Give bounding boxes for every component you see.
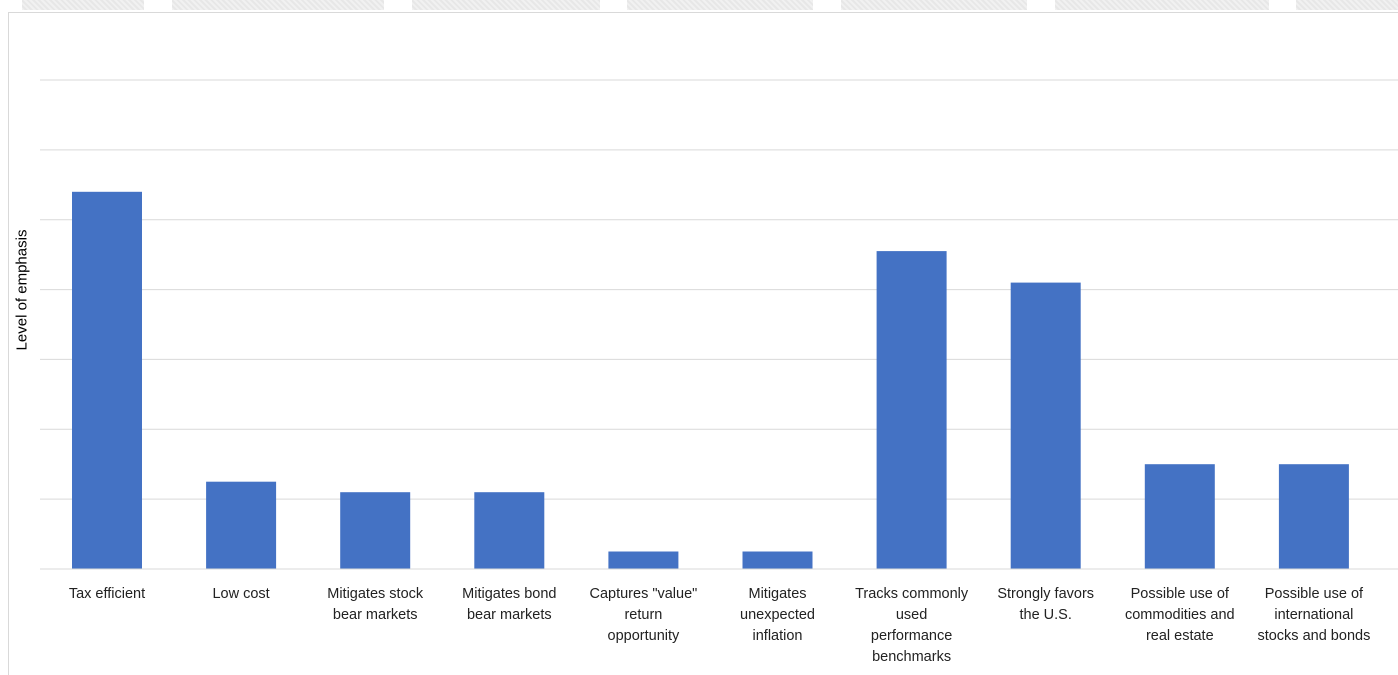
background-tab	[627, 0, 813, 10]
top-strip	[0, 0, 1398, 12]
x-tick-label: Tax efficient	[69, 586, 145, 602]
x-tick-label: bear markets	[467, 607, 552, 623]
x-tick-label: used	[896, 607, 927, 623]
background-tab	[841, 0, 1027, 10]
x-tick-label: unexpected	[740, 607, 815, 623]
x-tick-label: commodities and	[1125, 607, 1235, 623]
x-tick-label: Mitigates bond	[462, 586, 556, 602]
x-tick-label: performance	[871, 628, 952, 644]
x-tick-label: benchmarks	[872, 649, 951, 665]
x-tick-label: Tracks commonly	[855, 586, 969, 602]
x-tick-label: return	[624, 607, 662, 623]
x-tick-label: inflation	[753, 628, 803, 644]
x-tick-label: Mitigates stock	[327, 586, 424, 602]
background-tab	[172, 0, 384, 10]
bar	[1278, 464, 1349, 569]
x-tick-label: real estate	[1146, 628, 1214, 644]
background-tab	[1055, 0, 1269, 10]
bar	[474, 492, 545, 569]
bar	[876, 251, 947, 569]
bar	[1010, 282, 1081, 569]
x-tick-label: Mitigates	[748, 586, 806, 602]
x-tick-label: stocks and bonds	[1257, 628, 1370, 644]
bar	[742, 551, 813, 569]
bar	[608, 551, 679, 569]
x-tick-label: Low cost	[212, 586, 269, 602]
x-tick-label: opportunity	[608, 628, 680, 644]
bars	[72, 191, 1349, 570]
x-tick-label: Possible use of	[1131, 586, 1230, 602]
x-tick-label: bear markets	[333, 607, 418, 623]
bar	[1144, 464, 1215, 569]
x-tick-label: the U.S.	[1020, 607, 1072, 623]
x-tick-labels: Tax efficient Low cost Mitigates stock bear…	[69, 586, 1370, 665]
background-tab	[22, 0, 144, 10]
x-tick-label: international	[1274, 607, 1353, 623]
background-tab	[412, 0, 600, 10]
bar	[340, 492, 411, 569]
chart-frame	[8, 12, 1398, 675]
background-tab	[1296, 0, 1398, 10]
gridlines	[40, 79, 1398, 500]
x-tick-label: Strongly favors	[997, 586, 1094, 602]
x-tick-label: Captures "value"	[589, 586, 697, 602]
x-tick-label: Possible use of	[1265, 586, 1364, 602]
bar	[72, 191, 142, 570]
bar	[206, 481, 277, 569]
